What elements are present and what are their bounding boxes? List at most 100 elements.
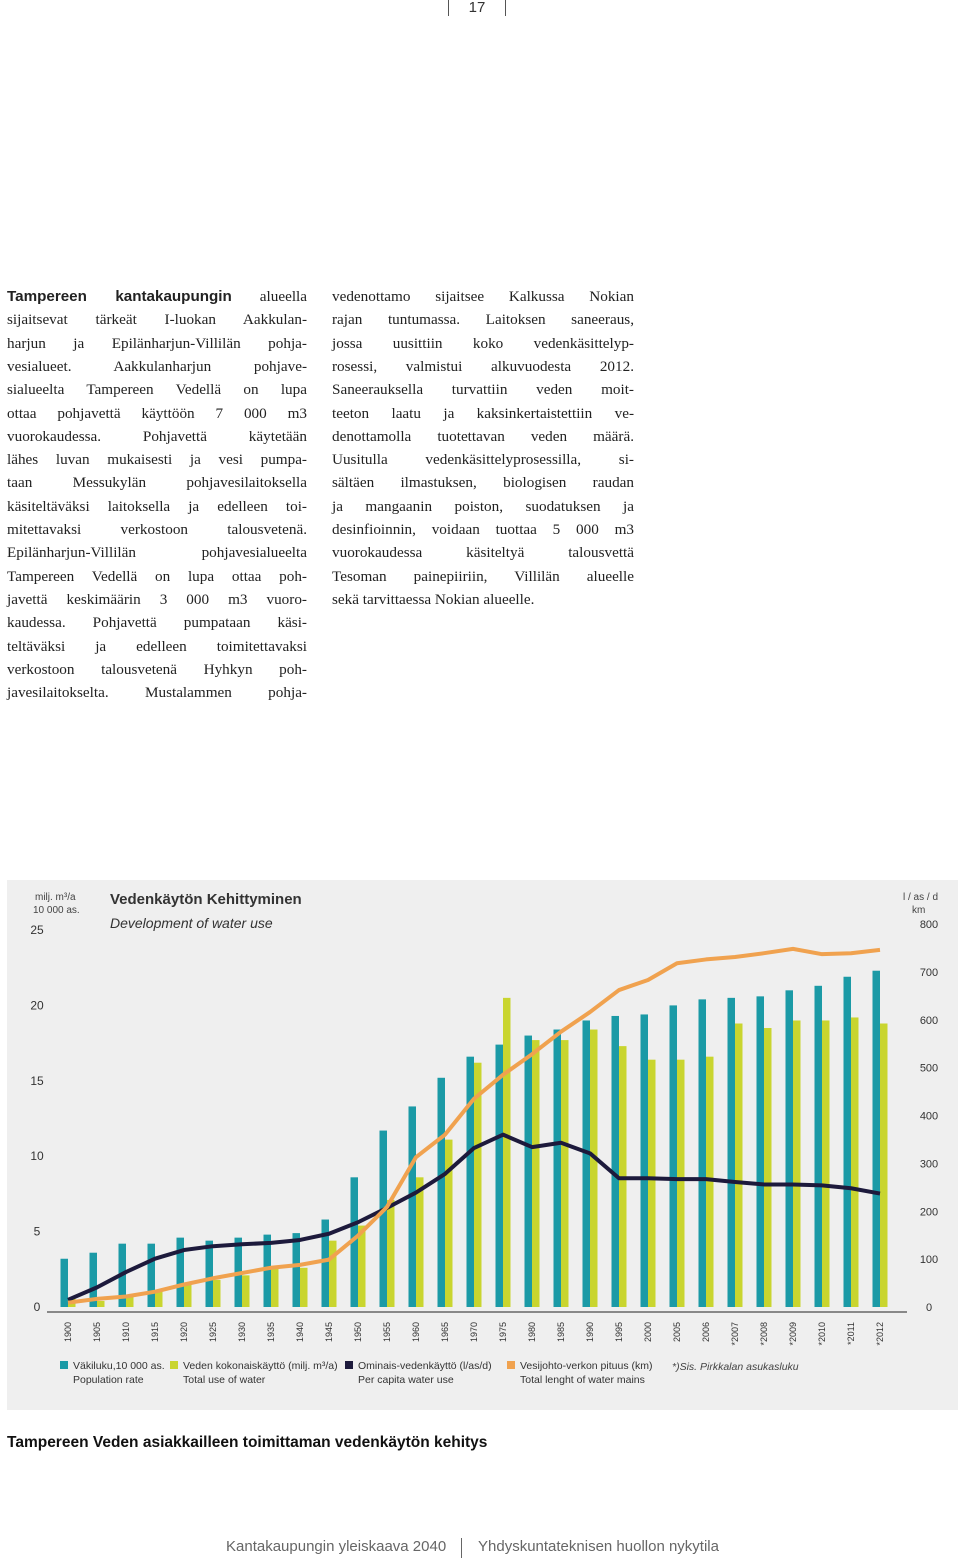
legend-label-en: Per capita water use xyxy=(358,1374,454,1386)
bar xyxy=(271,1267,279,1307)
text-line: sekä tarvittaessa Nokian alueelle. xyxy=(332,590,535,608)
text-line: Tampereen kantakaupungin alueella xyxy=(7,286,307,308)
bar xyxy=(263,1234,271,1307)
bar xyxy=(242,1275,250,1307)
line xyxy=(67,946,881,1305)
bar xyxy=(677,1059,685,1307)
bar xyxy=(756,996,764,1307)
y2-tick-label: 800 xyxy=(920,919,938,931)
chart-panel: Vedenkäytön Kehittyminen Development of … xyxy=(7,880,958,1410)
bar xyxy=(155,1290,163,1307)
bar xyxy=(785,990,793,1307)
bar xyxy=(495,1044,503,1307)
page-number: 17 xyxy=(448,0,506,16)
text-line: rosessi, valmistui alkuvuodesta 2012. xyxy=(332,357,634,375)
bar xyxy=(532,1040,540,1307)
bar xyxy=(176,1237,184,1307)
bar xyxy=(379,1130,387,1307)
text-line: sialueelta Tampereen Vedellä on lupa xyxy=(7,381,307,399)
bar xyxy=(851,1017,859,1307)
text-line: sältäen ilmastuksen, biologisen raudan xyxy=(332,474,634,492)
text-line: vesialueet. Aakkulanharjun pohjave- xyxy=(7,357,307,375)
legend-label-en: Total lenght of water mains xyxy=(520,1374,645,1386)
footer-left: Kantakaupungin yleiskaava 2040 xyxy=(226,1538,447,1555)
legend-label-en: Population rate xyxy=(73,1374,144,1386)
text-line: verkostoon talousvetenä Hyhkyn poh- xyxy=(7,660,307,678)
bar xyxy=(89,1252,97,1307)
x-tick-label: 1900 xyxy=(63,1322,73,1342)
x-tick-label: *2009 xyxy=(788,1322,798,1346)
bar xyxy=(793,1020,801,1307)
x-tick-label: 2006 xyxy=(701,1322,711,1342)
bar xyxy=(126,1294,134,1307)
x-tick-label: *2011 xyxy=(846,1322,856,1345)
bar xyxy=(205,1240,213,1307)
text-line: javettä keskimäärin 3 000 m3 vuoro- xyxy=(7,590,307,608)
bar xyxy=(843,976,851,1307)
x-tick-label: *2008 xyxy=(759,1322,769,1346)
text-line: mitettavaksi verkostoon talousvetenä. xyxy=(7,521,307,538)
y2-axis-label: km xyxy=(912,905,925,916)
bar xyxy=(445,1139,453,1307)
text-line: denottamolla tuotettavan veden määrä. xyxy=(332,427,634,445)
bar xyxy=(350,1177,358,1307)
bar xyxy=(97,1300,105,1307)
y-axis-label: 10 000 as. xyxy=(33,905,80,916)
bar xyxy=(669,1005,677,1307)
text-line: rajan tuntumassa. Laitoksen saneeraus, xyxy=(332,311,634,329)
bar xyxy=(590,1029,598,1307)
x-tick-label: 1955 xyxy=(382,1322,392,1342)
bar xyxy=(640,1014,648,1307)
text-line: sijaitsevat tärkeät I-luokan Aakkulan- xyxy=(7,311,307,329)
bar xyxy=(437,1077,445,1307)
text-line: vedenottamo sijaitsee Kalkussa Nokian xyxy=(332,288,634,305)
y-tick-label: 25 xyxy=(30,923,44,937)
text-line: vuorokaudessa. Pohjavettä käytetään xyxy=(7,427,307,445)
bar xyxy=(321,1219,329,1307)
text-line: lähes luvan mukaisesti ja vesi pumpa- xyxy=(7,451,307,469)
legend-swatch xyxy=(345,1361,353,1369)
legend-swatch xyxy=(507,1361,515,1369)
bar xyxy=(292,1233,300,1307)
x-tick-label: *2012 xyxy=(875,1322,885,1346)
chart-title: Vedenkäytön Kehittyminen xyxy=(110,891,302,908)
bar xyxy=(60,1258,68,1307)
text-line: Epilänharjun-Villilän pohjavesialueelta xyxy=(7,544,307,562)
x-tick-label: 1990 xyxy=(585,1322,595,1342)
x-tick-label: 1975 xyxy=(498,1322,508,1342)
y2-tick-label: 700 xyxy=(920,967,938,979)
text-line: teeton laatu ja kaksinkertaistettiin ve- xyxy=(332,404,634,422)
y2-tick-label: 400 xyxy=(920,1111,938,1123)
text-line: desinfioinnin, voidaan tuottaa 5 000 m3 xyxy=(332,521,634,538)
bar xyxy=(698,999,706,1307)
bar xyxy=(184,1284,192,1307)
text-line: vuorokaudessa käsiteltyä talousvettä xyxy=(332,544,634,562)
line xyxy=(67,1132,881,1302)
bar xyxy=(727,997,735,1307)
text-line: taan Messukylän pohjavesilaitoksella xyxy=(7,474,307,492)
y2-axis-label: l / as / d xyxy=(903,892,938,903)
legend-label: Veden kokonaiskäyttö (milj. m³/a) xyxy=(183,1360,338,1372)
x-tick-label: 1905 xyxy=(92,1322,102,1342)
y-tick-label: 20 xyxy=(30,998,44,1012)
bar xyxy=(872,970,880,1307)
legend-swatch xyxy=(170,1361,178,1369)
text-line: jossa uusittiin koko vedenkäsittelyp- xyxy=(332,334,634,352)
x-tick-label: 2005 xyxy=(672,1322,682,1342)
text-line: kaudessa. Pohjavettä pumpataan käsi- xyxy=(7,614,307,632)
bar xyxy=(213,1279,221,1307)
bar xyxy=(300,1267,308,1307)
y-tick-label: 5 xyxy=(34,1225,41,1239)
legend-label: Ominais-vedenkäyttö (l/as/d) xyxy=(358,1360,492,1372)
x-tick-label: 1960 xyxy=(411,1322,421,1342)
text-line: harjun ja Epilänharjun-Villilän pohja- xyxy=(7,334,307,352)
x-tick-label: 1970 xyxy=(469,1322,479,1342)
bar xyxy=(706,1056,714,1307)
y2-tick-label: 600 xyxy=(920,1015,938,1027)
text-line: Uusitulla vedenkäsittelyprosessilla, si- xyxy=(332,451,634,469)
bar xyxy=(822,1020,830,1307)
chart-note: *)Sis. Pirkkalan asukasluku xyxy=(672,1361,799,1373)
bar xyxy=(416,1177,424,1307)
x-tick-label: 1965 xyxy=(440,1322,450,1342)
y-tick-label: 15 xyxy=(30,1074,44,1088)
